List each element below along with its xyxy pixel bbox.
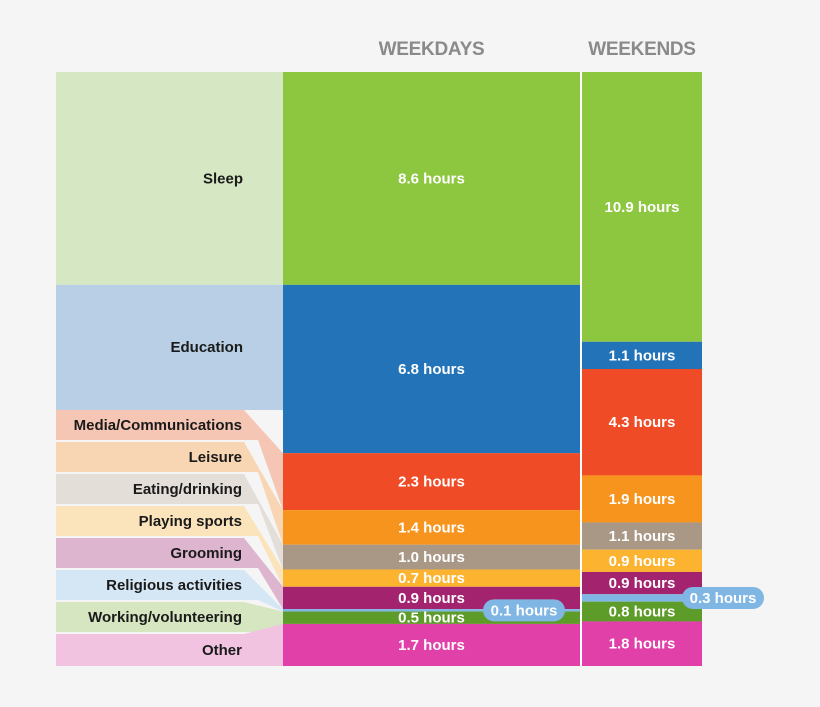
legend-label-working-volunteering: Working/volunteering [88,609,242,626]
bar-weekdays-religious-activities [283,609,580,612]
value-label-weekends-leisure: 1.9 hours [609,491,676,508]
legend-band-religious-activities [56,570,283,612]
legend-label-eating-drinking: Eating/drinking [133,481,242,498]
value-label-weekdays-working-volunteering: 0.5 hours [398,610,465,627]
legend-band-other [56,623,283,666]
legend-label-other: Other [202,642,242,659]
bar-weekends-working-volunteering [582,601,702,622]
bar-weekdays-playing-sports [283,569,580,587]
legend-band-leisure [56,442,283,545]
value-label-weekends-other: 1.8 hours [609,636,676,653]
value-label-weekdays-other: 1.7 hours [398,637,465,654]
bar-weekends-media-communications [582,369,702,476]
bar-weekends-sleep [582,72,702,342]
legend-label-playing-sports: Playing sports [139,513,242,530]
value-label-weekends-education: 1.1 hours [609,347,676,364]
bar-weekdays-other [283,623,580,666]
bar-weekdays-leisure [283,510,580,545]
bar-weekends-other [582,621,702,666]
legend-label-leisure: Leisure [189,449,242,466]
bar-weekdays-sleep [283,72,580,285]
legend-label-sleep: Sleep [203,170,243,187]
bar-weekends-education [582,341,702,369]
legend-band-grooming [56,538,283,610]
value-label-weekends-grooming: 0.9 hours [609,575,676,592]
bar-weekends-grooming [582,571,702,595]
callout-pill-weekdays-religious-activities [483,599,565,622]
legend-band-playing-sports [56,506,283,587]
value-label-weekdays-grooming: 0.9 hours [398,590,465,607]
legend-band-media-communications [56,410,283,511]
legend-band-eating-drinking [56,474,283,570]
value-label-weekends-media-communications: 4.3 hours [609,414,676,431]
value-label-weekdays-leisure: 1.4 hours [398,519,465,536]
value-label-weekdays-education: 6.8 hours [398,361,465,378]
callout-pill-weekends-religious-activities [682,586,764,609]
legend-label-religious-activities: Religious activities [106,577,242,594]
bar-weekdays-education [283,284,580,454]
legend-band-working-volunteering [56,602,283,632]
value-label-weekdays-media-communications: 2.3 hours [398,474,465,491]
value-label-weekdays-playing-sports: 0.7 hours [398,570,465,587]
value-label-weekends-working-volunteering: 0.8 hours [609,604,676,621]
value-label-weekends-playing-sports: 0.9 hours [609,553,676,570]
legend-label-education: Education [170,339,243,356]
column-header-weekends: WEEKENDS [588,39,695,60]
column-header-weekdays: WEEKDAYS [379,39,485,60]
legend-band-sleep [56,72,283,285]
value-label-weekends-sleep: 10.9 hours [604,199,679,216]
value-label-weekends-eating-drinking: 1.1 hours [609,528,676,545]
bar-weekends-religious-activities [582,594,702,602]
column-separator [580,72,582,666]
bar-weekends-leisure [582,475,702,523]
bar-weekends-playing-sports [582,549,702,572]
bar-weekends-eating-drinking [582,522,702,550]
value-label-weekends-religious-activities: 0.3 hours [690,590,757,607]
value-label-weekdays-eating-drinking: 1.0 hours [398,549,465,566]
value-label-weekdays-sleep: 8.6 hours [398,170,465,187]
legend-label-grooming: Grooming [170,545,242,562]
legend-band-education [56,284,283,410]
bar-weekdays-media-communications [283,453,580,511]
bar-weekdays-eating-drinking [283,544,580,570]
value-label-weekdays-religious-activities: 0.1 hours [491,602,558,619]
legend-label-media-communications: Media/Communications [74,417,242,434]
